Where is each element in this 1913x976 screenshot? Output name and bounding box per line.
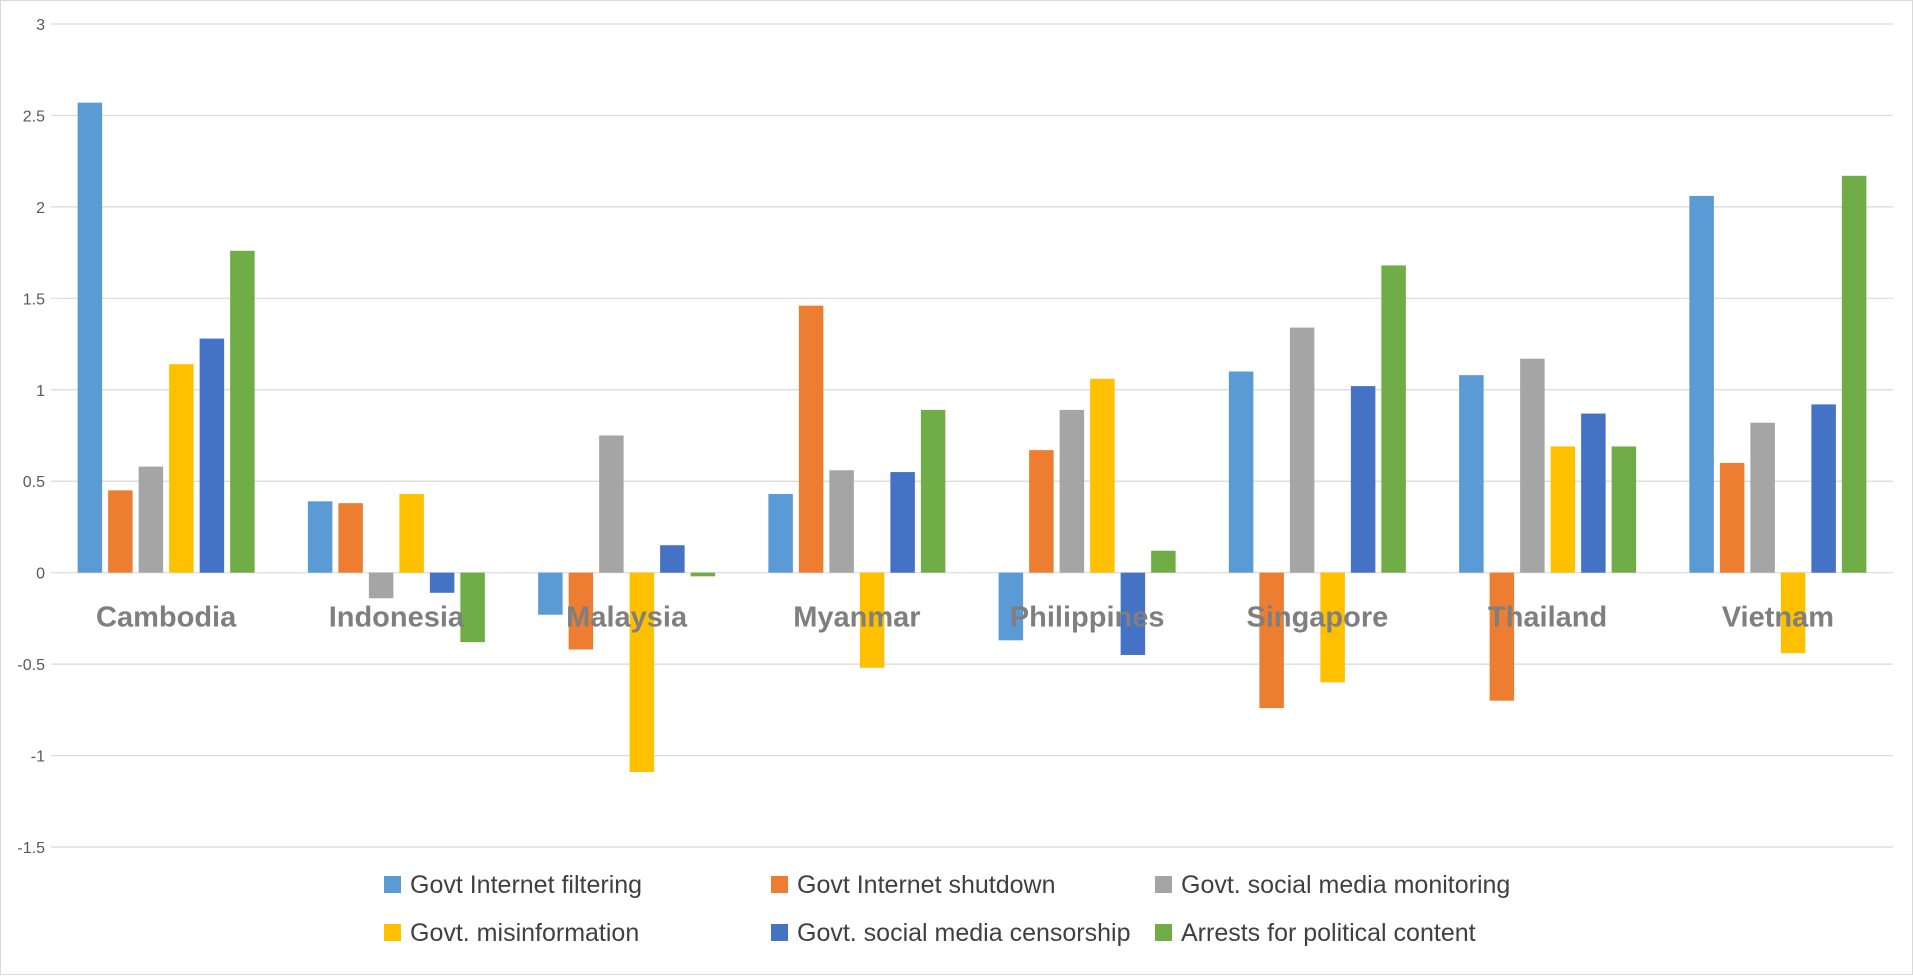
category-labels: Cambodia Indonesia Malaysia Myanmar Philippi… [96,602,1834,634]
legend-swatch [1155,876,1172,893]
bar-cambodia-series-2 [108,490,133,573]
bar-thailand-series-3 [1520,358,1545,573]
bar-singapore-series-6 [1381,265,1406,573]
category-label: Indonesia [329,602,465,634]
bar-thailand-series-5 [1581,413,1606,573]
bar-vietnam-series-2 [1719,462,1745,573]
bar-myanmar-series-4 [859,572,885,668]
legend-swatch [1155,924,1172,941]
y-tick-label: 0.5 [23,474,45,491]
bar-cambodia-series-5 [199,338,225,573]
bar-philippines-series-4 [1090,378,1115,573]
gridlines [51,23,1893,848]
bar-indonesia-series-2 [338,503,363,573]
legend-item: Govt. social media monitoring [1155,871,1510,899]
bar-cambodia-series-4 [169,364,194,573]
bar-indonesia-series-6 [460,572,485,643]
bar-thailand-series-1 [1459,375,1484,573]
legend-label: Govt. misinformation [410,919,639,947]
bar-vietnam-series-1 [1689,195,1714,573]
bar-philippines-series-6 [1151,550,1176,573]
legend-swatch [771,876,788,893]
bar-vietnam-series-4 [1780,572,1806,654]
bar-vietnam-series-6 [1841,175,1867,573]
legend-swatch [771,924,788,941]
category-label: Singapore [1246,602,1388,634]
legend-item: Govt Internet shutdown [771,871,1055,899]
bar-indonesia-series-1 [307,501,333,573]
legend: Govt Internet filtering Govt Internet shu… [384,871,1510,947]
y-tick-label: 2 [36,200,45,217]
legend-item: Govt. social media censorship [771,919,1130,947]
category-label: Myanmar [793,602,920,634]
legend-item: Govt. misinformation [384,919,639,947]
bar-singapore-series-1 [1228,371,1254,573]
y-tick-label: 2.5 [23,108,45,125]
y-tick-label: 0 [36,566,45,583]
category-label: Vietnam [1722,602,1834,634]
bar-indonesia-series-4 [399,494,424,573]
y-tick-label: -1 [31,749,45,766]
category-label: Cambodia [96,602,237,634]
bar-singapore-series-4 [1320,572,1345,683]
category-label: Thailand [1488,602,1607,634]
bar-philippines-series-3 [1059,409,1085,573]
bar-philippines-series-1 [998,572,1024,641]
bar-cambodia-series-6 [230,250,255,573]
bar-singapore-series-3 [1289,327,1315,573]
bar-singapore-series-2 [1259,572,1284,709]
y-tick-label: -1.5 [17,840,45,857]
bar-philippines-series-2 [1029,450,1054,573]
y-tick-label: -0.5 [17,657,45,674]
bars [77,102,1867,773]
bar-myanmar-series-2 [798,305,824,573]
y-tick-label: 1.5 [23,291,45,308]
bar-vietnam-series-3 [1750,422,1775,573]
bar-malaysia-series-5 [660,545,685,573]
legend-item: Govt Internet filtering [384,871,642,899]
legend-label: Arrests for political content [1181,919,1476,947]
y-tick-label: 1 [36,383,45,400]
bar-indonesia-series-3 [368,572,394,599]
bar-philippines-series-5 [1120,572,1146,655]
category-label: Malaysia [566,602,688,634]
bar-malaysia-series-4 [629,572,655,773]
bar-malaysia-series-3 [599,435,624,573]
legend-label: Govt Internet shutdown [797,871,1055,899]
bar-thailand-series-4 [1550,446,1576,573]
y-axis-tick-labels: 3 2.5 2 1.5 1 0.5 0 -0.5 -1 -1.5 [17,17,45,857]
bar-cambodia-series-3 [138,466,164,573]
bar-cambodia-series-1 [77,102,103,573]
legend-label: Govt Internet filtering [410,871,642,899]
bar-malaysia-series-1 [538,572,563,615]
bar-singapore-series-5 [1350,386,1376,573]
legend-swatch [384,876,401,893]
legend-swatch [384,924,401,941]
legend-item: Arrests for political content [1155,919,1476,947]
category-label: Philippines [1010,602,1165,634]
bar-indonesia-series-5 [429,572,455,593]
bar-myanmar-series-5 [890,472,915,573]
bar-vietnam-series-5 [1811,404,1836,573]
bar-malaysia-series-2 [568,572,594,650]
bar-myanmar-series-1 [768,494,793,573]
y-tick-label: 3 [36,17,45,34]
legend-label: Govt. social media monitoring [1181,871,1510,899]
legend-label: Govt. social media censorship [797,919,1130,947]
bar-thailand-series-6 [1611,446,1637,573]
bar-myanmar-series-6 [920,409,946,573]
bar-myanmar-series-3 [829,470,854,573]
bar-malaysia-series-6 [690,572,716,577]
bar-thailand-series-2 [1489,572,1515,701]
